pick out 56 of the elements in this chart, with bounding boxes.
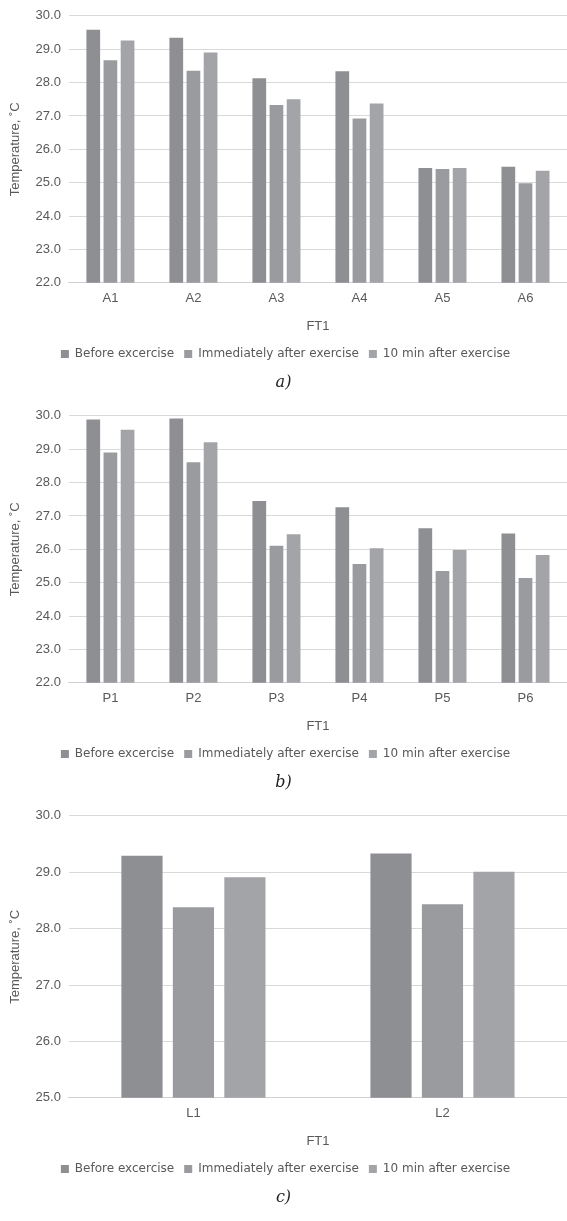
y-tick-label: 25.0 [35, 1089, 61, 1105]
y-tick-label: 29.0 [35, 40, 61, 56]
y-tick-label: 23.0 [35, 241, 61, 256]
y-tick-label: 29.0 [35, 440, 61, 456]
legend-label: 10 min after exercise [382, 746, 511, 761]
x-tick-label: L2 [435, 1105, 450, 1121]
x-axis-title: FT1 [306, 717, 330, 733]
x-tick-label: A1 [102, 290, 119, 306]
y-axis-title: Temperature, ˚C [7, 102, 23, 197]
y-tick-label: 22.0 [35, 674, 61, 690]
y-tick-label: 26.0 [35, 140, 61, 156]
y-tick-label: 24.0 [35, 607, 61, 623]
x-tick-label: A5 [434, 290, 451, 306]
y-tick-label: 26.0 [35, 1032, 61, 1048]
x-tick-label: P2 [185, 690, 202, 706]
y-axis-title: Temperature, ˚C [7, 502, 23, 597]
y-tick-label: 30.0 [35, 407, 61, 423]
y-tick-label: 27.0 [35, 507, 61, 523]
legend-label: Before excercise [74, 346, 175, 361]
legend-label: Before excercise [74, 746, 175, 761]
y-tick-label: 29.0 [35, 863, 61, 879]
text: c) [274, 1186, 293, 1208]
y-tick-label: 22.0 [35, 274, 61, 290]
x-tick-label: L1 [186, 1105, 201, 1121]
legend-label: Immediately after exercise [198, 1161, 359, 1176]
x-tick-label: P1 [102, 690, 119, 706]
x-axis-title: FT1 [306, 317, 330, 333]
y-tick-label: 27.0 [35, 976, 61, 992]
legend-label: Immediately after exercise [198, 746, 359, 761]
y-tick-label: 28.0 [35, 474, 61, 490]
x-tick-label: P3 [268, 690, 285, 706]
text: a) [274, 371, 293, 393]
y-tick-label: 27.0 [35, 107, 61, 123]
legend-label: Immediately after exercise [198, 346, 359, 361]
y-tick-label: 30.0 [35, 7, 61, 23]
x-axis-title: FT1 [306, 1132, 330, 1148]
y-tick-label: 28.0 [35, 920, 61, 936]
y-tick-label: 25.0 [35, 174, 61, 190]
y-tick-label: 28.0 [35, 74, 61, 90]
x-tick-label: P5 [434, 690, 451, 706]
y-tick-label: 30.0 [35, 807, 61, 823]
x-tick-label: A4 [351, 290, 368, 306]
legend-label: 10 min after exercise [382, 1161, 511, 1176]
y-tick-label: 25.0 [35, 574, 61, 590]
x-tick-label: A6 [517, 290, 534, 306]
legend-label: 10 min after exercise [382, 346, 511, 361]
legend-label: Before excercise [74, 1161, 175, 1176]
y-tick-label: 26.0 [35, 540, 61, 556]
y-tick-label: 23.0 [35, 641, 61, 656]
x-tick-label: A3 [268, 290, 285, 306]
x-tick-label: A2 [185, 290, 202, 306]
y-tick-label: 24.0 [35, 207, 61, 223]
text: b) [274, 771, 293, 793]
x-tick-label: P6 [517, 690, 534, 706]
y-axis-title: Temperature, ˚C [7, 909, 23, 1004]
x-tick-label: P4 [351, 690, 368, 706]
